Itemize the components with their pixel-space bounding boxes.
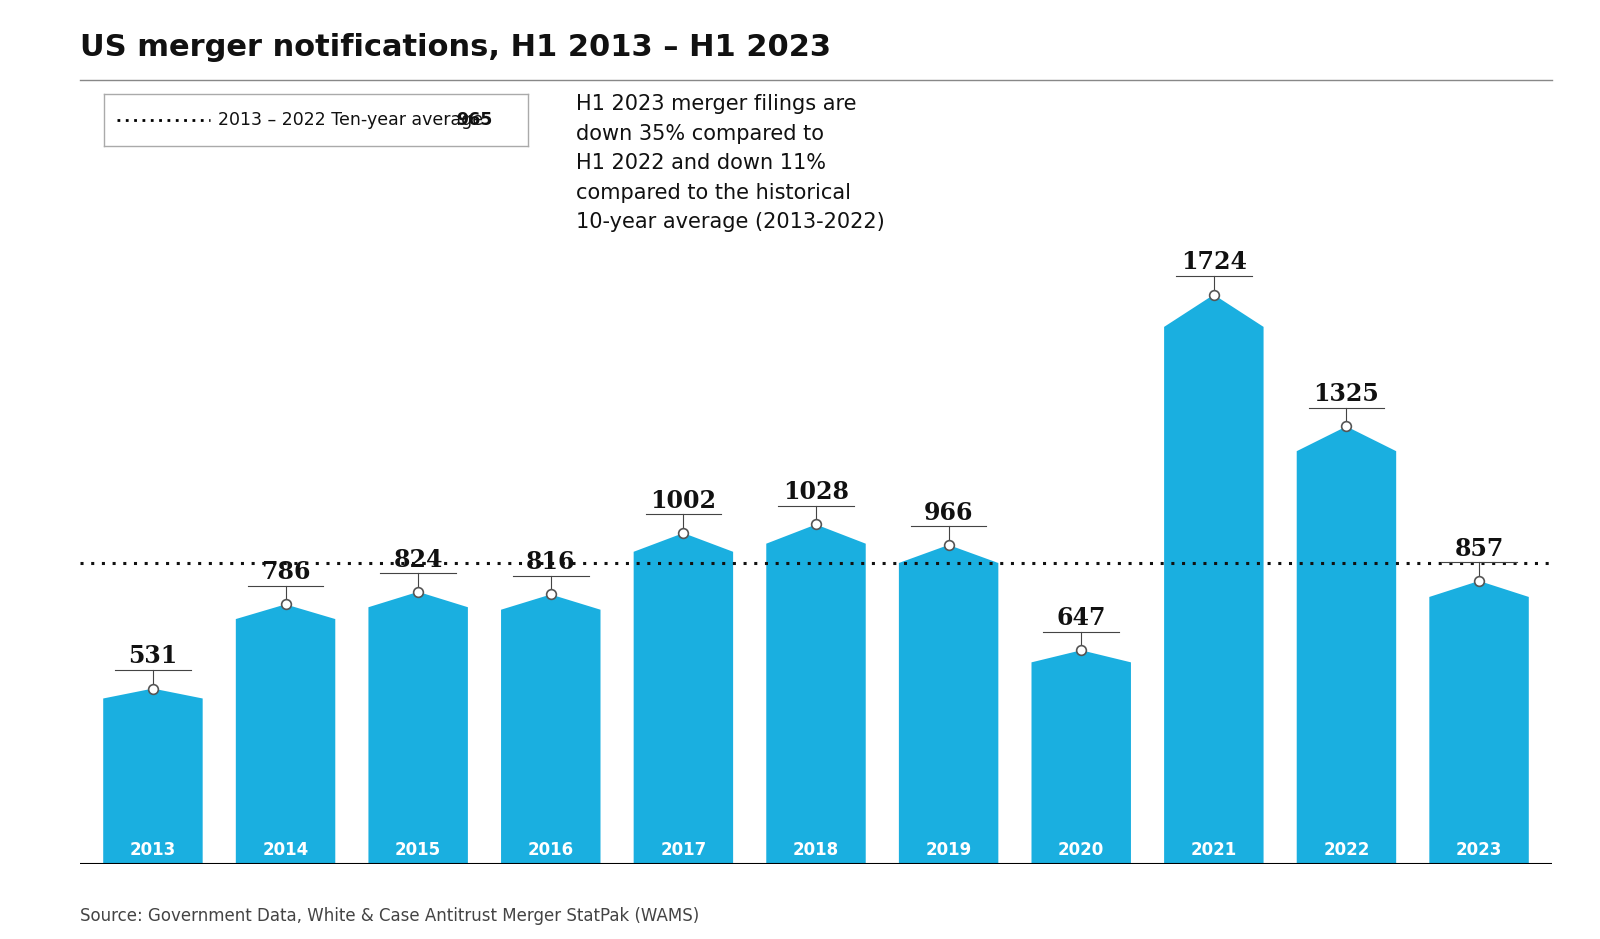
- Text: 1325: 1325: [1314, 382, 1379, 407]
- Polygon shape: [104, 688, 203, 864]
- Text: 1724: 1724: [1181, 251, 1246, 274]
- Text: 965: 965: [456, 111, 493, 129]
- Polygon shape: [1296, 426, 1397, 864]
- Text: 824: 824: [394, 547, 443, 572]
- Text: 816: 816: [526, 550, 576, 575]
- Polygon shape: [1165, 295, 1264, 864]
- Text: 2016: 2016: [528, 841, 574, 859]
- Polygon shape: [501, 594, 600, 864]
- Text: 2019: 2019: [925, 841, 971, 859]
- Text: 2014: 2014: [262, 841, 309, 859]
- Text: 2020: 2020: [1058, 841, 1104, 859]
- Text: 1028: 1028: [782, 480, 850, 504]
- Text: 2013: 2013: [130, 841, 176, 859]
- Polygon shape: [368, 592, 467, 864]
- Polygon shape: [235, 605, 336, 864]
- Text: 786: 786: [261, 561, 310, 584]
- Text: Source: Government Data, White & Case Antitrust Merger StatPak (WAMS): Source: Government Data, White & Case An…: [80, 907, 699, 925]
- Text: 1002: 1002: [650, 489, 717, 513]
- Polygon shape: [899, 545, 998, 864]
- Text: 2023: 2023: [1456, 841, 1502, 859]
- Text: 2013 – 2022 Ten-year average:: 2013 – 2022 Ten-year average:: [219, 111, 494, 129]
- Polygon shape: [1429, 581, 1528, 864]
- Text: 2022: 2022: [1323, 841, 1370, 859]
- Text: US merger notifications, H1 2013 – H1 2023: US merger notifications, H1 2013 – H1 20…: [80, 33, 830, 62]
- Text: 531: 531: [128, 644, 178, 669]
- Polygon shape: [766, 525, 866, 864]
- Text: H1 2023 merger filings are
down 35% compared to
H1 2022 and down 11%
compared to: H1 2023 merger filings are down 35% comp…: [576, 94, 885, 232]
- Text: 2015: 2015: [395, 841, 442, 859]
- Text: 647: 647: [1056, 606, 1106, 630]
- Text: 2021: 2021: [1190, 841, 1237, 859]
- Polygon shape: [1032, 651, 1131, 864]
- Text: 857: 857: [1454, 537, 1504, 561]
- Polygon shape: [634, 533, 733, 864]
- Text: 966: 966: [923, 500, 973, 525]
- Text: 2017: 2017: [661, 841, 707, 859]
- Text: 2018: 2018: [794, 841, 838, 859]
